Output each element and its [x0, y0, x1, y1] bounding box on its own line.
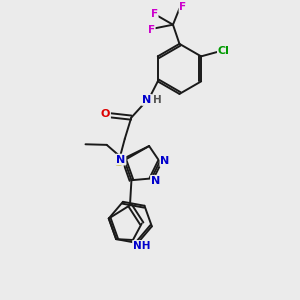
Text: N: N — [116, 154, 125, 165]
Text: S: S — [114, 156, 123, 169]
Text: N: N — [142, 95, 151, 105]
Text: F: F — [148, 25, 155, 35]
Text: F: F — [179, 2, 187, 12]
Text: N: N — [151, 176, 160, 186]
Text: F: F — [151, 8, 158, 19]
Text: N: N — [160, 156, 169, 166]
Text: O: O — [101, 109, 110, 119]
Text: NH: NH — [133, 241, 151, 251]
Text: Cl: Cl — [218, 46, 230, 56]
Text: H: H — [153, 95, 162, 105]
